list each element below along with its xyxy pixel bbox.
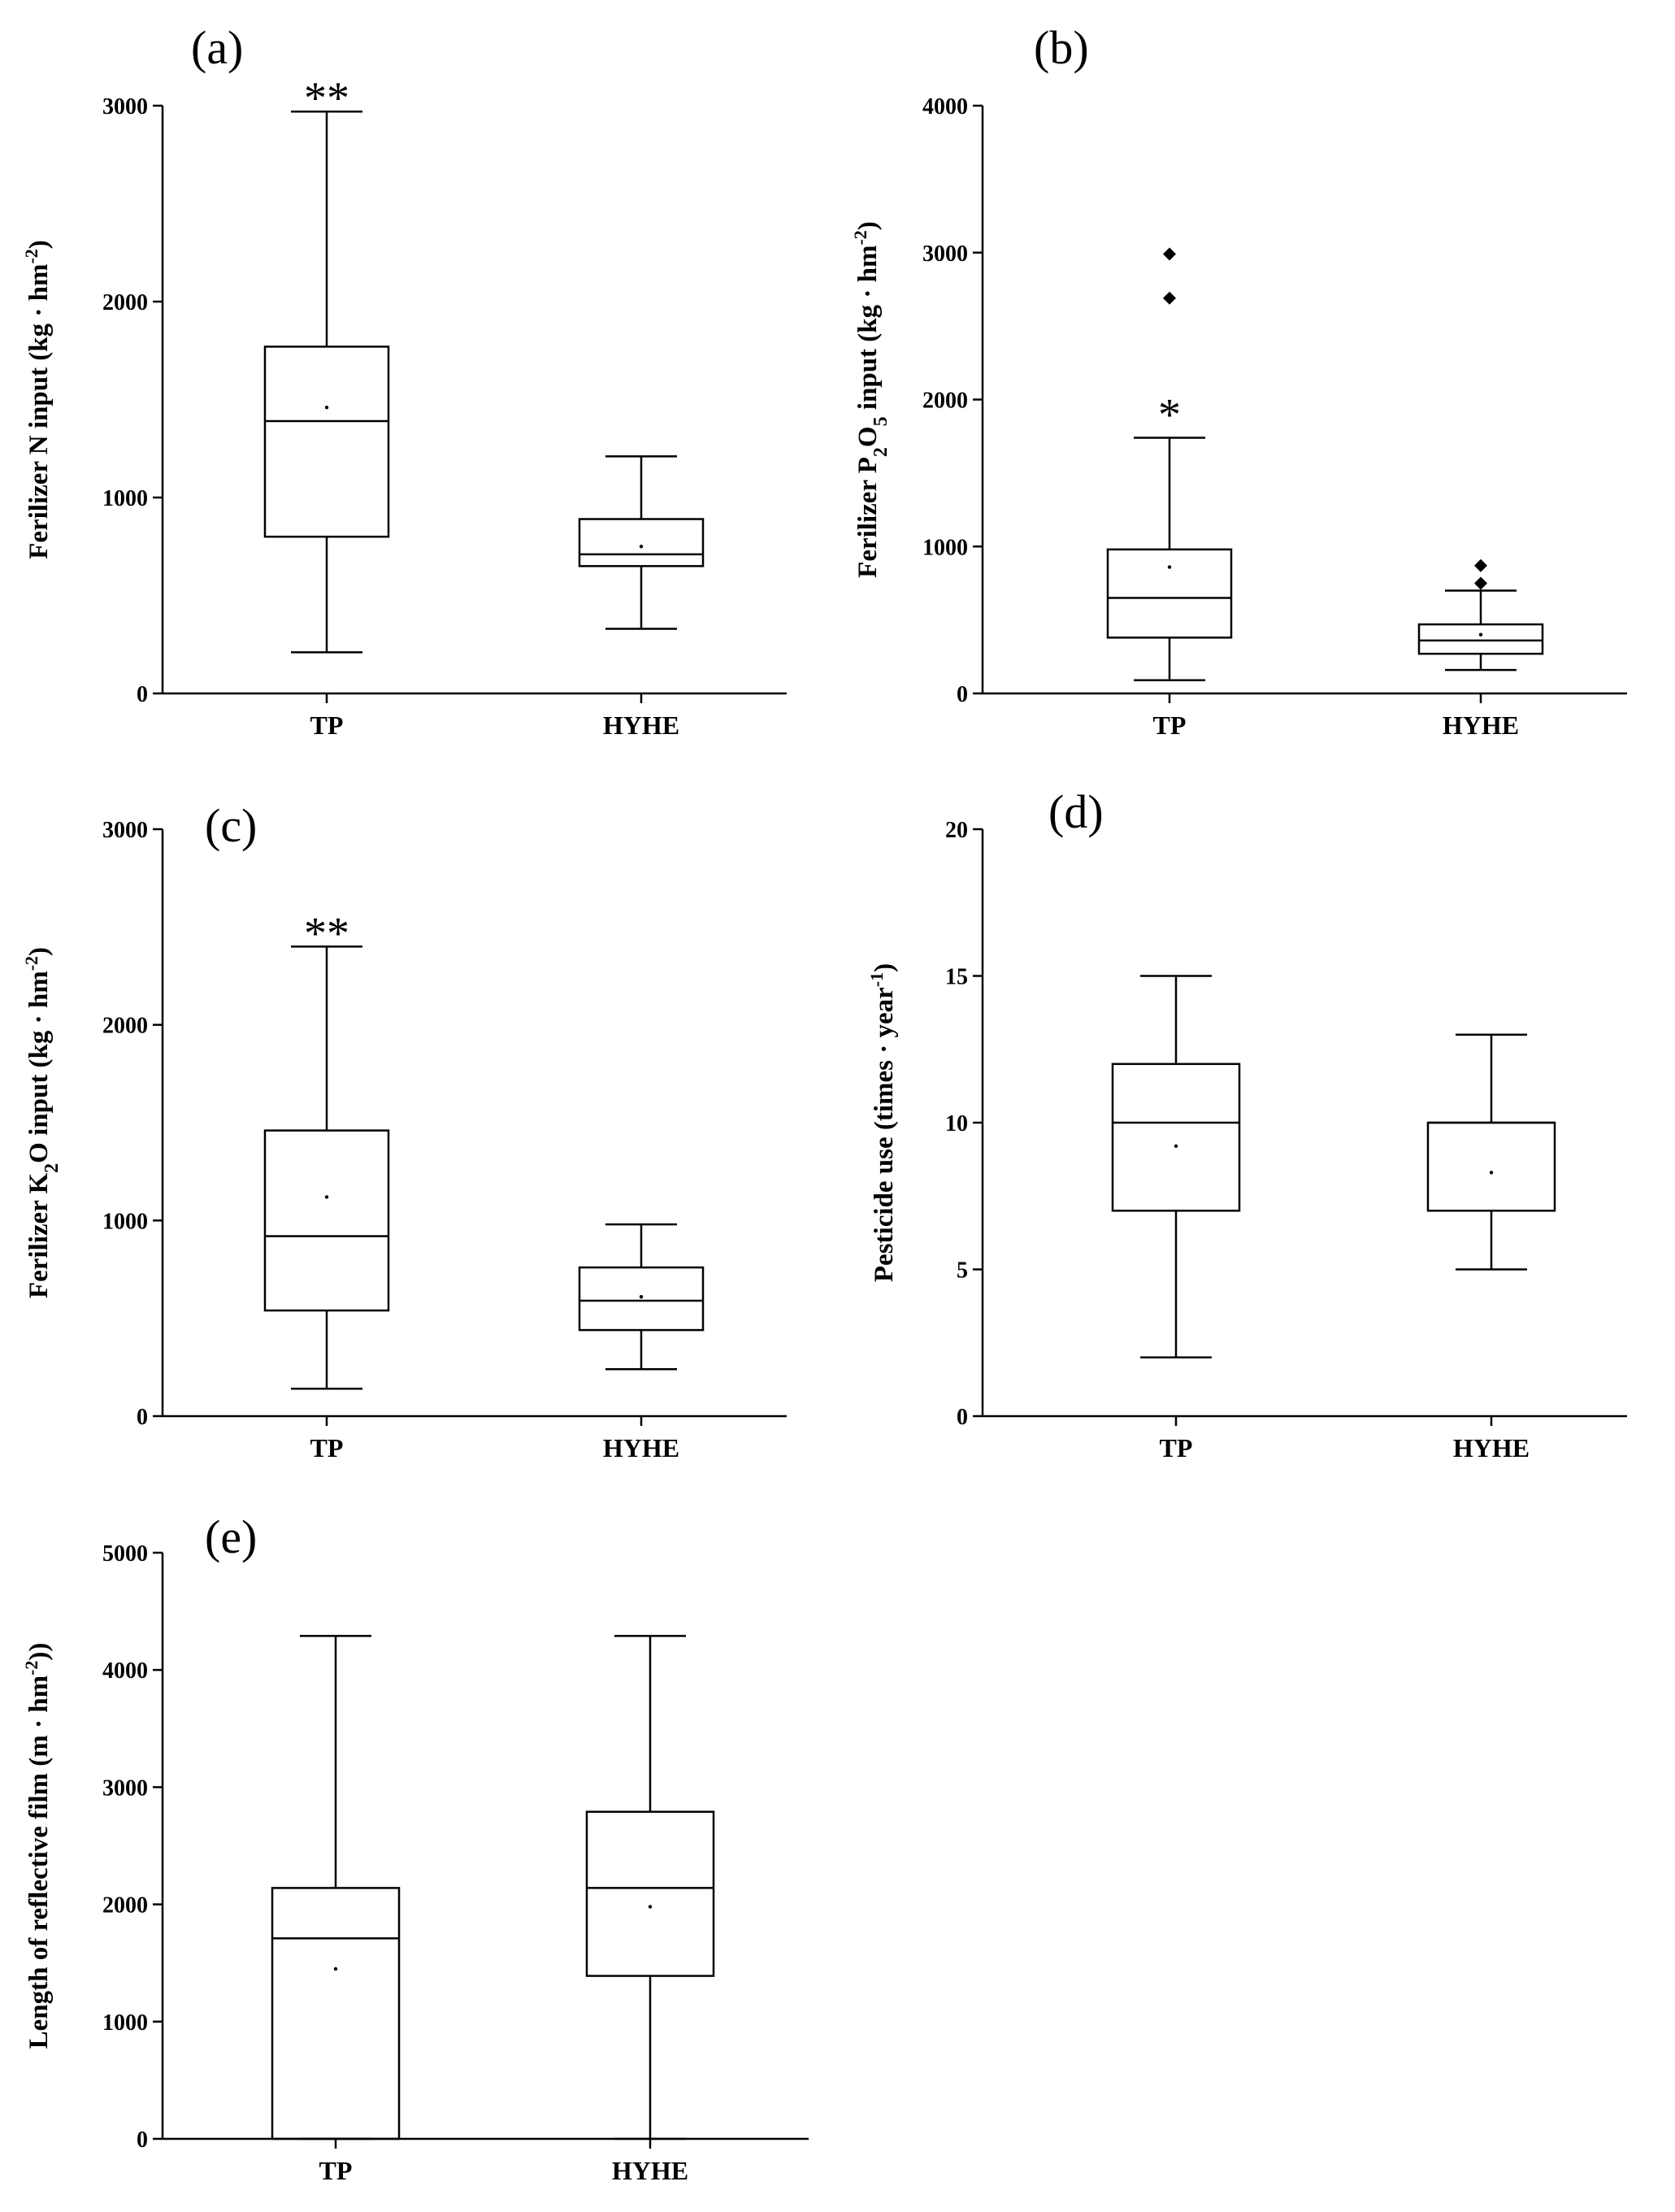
y-axis-label: Ferilizer K2O input (kg · hm-2) — [21, 947, 63, 1298]
y-tick-label: 1000 — [102, 1209, 148, 1234]
chart-panel-a: 0 1000 2000 3000 TP HYHE (a) Ferilizer N input … — [21, 21, 787, 740]
iqr-box — [585, 1810, 715, 1977]
mean-marker — [1478, 632, 1483, 637]
y-tick-label: 0 — [957, 682, 968, 707]
iqr-box — [1417, 623, 1544, 655]
iqr-box — [1426, 1121, 1556, 1212]
outlier-point — [1474, 576, 1487, 590]
mean-marker — [1167, 565, 1172, 569]
box-hyhe — [1426, 1033, 1556, 1271]
mean-marker — [324, 1195, 329, 1199]
y-tick-label: 3000 — [102, 1775, 148, 1801]
box-hyhe — [578, 1223, 705, 1371]
box-tp — [1111, 975, 1241, 1359]
mean-marker — [1174, 1144, 1178, 1149]
box-hyhe — [1417, 558, 1544, 671]
x-tick-label: HYHE — [603, 711, 679, 740]
x-tick-label: TP — [319, 2156, 353, 2185]
y-tick-label: 5 — [957, 1258, 968, 1284]
iqr-box — [578, 1266, 705, 1332]
iqr-box — [578, 518, 705, 567]
y-tick-label: 2000 — [922, 389, 968, 414]
y-tick-label: 1000 — [102, 486, 148, 511]
outlier-point — [1163, 247, 1176, 261]
box-hyhe — [578, 455, 705, 630]
y-tick-label: 15 — [945, 965, 968, 990]
x-tick-label: TP — [310, 1433, 344, 1462]
y-tick-label: 3000 — [102, 94, 148, 120]
mean-marker — [639, 1294, 644, 1299]
x-tick-label: TP — [1160, 1433, 1193, 1462]
y-tick-label: 0 — [137, 2127, 148, 2153]
panel-title: (b) — [1034, 21, 1089, 74]
panel-title: (d) — [1048, 785, 1104, 838]
y-axis-label: Ferilizer N input (kg · hm-2) — [21, 240, 54, 559]
y-tick-label: 20 — [945, 818, 968, 843]
y-tick-label: 2000 — [102, 1014, 148, 1039]
panel-title: (e) — [205, 1510, 257, 1563]
mean-marker — [324, 405, 329, 410]
x-tick-label: TP — [310, 711, 344, 740]
x-tick-label: TP — [1153, 711, 1187, 740]
significance-annotation: ** — [304, 73, 349, 124]
y-tick-label: 4000 — [102, 1658, 148, 1684]
y-tick-label: 2000 — [102, 290, 148, 315]
significance-annotation: * — [1158, 389, 1181, 440]
mean-marker — [1489, 1171, 1494, 1175]
y-tick-label: 1000 — [102, 2010, 148, 2036]
y-tick-label: 0 — [137, 682, 148, 707]
y-tick-label: 1000 — [922, 535, 968, 560]
outlier-point — [1474, 558, 1487, 572]
y-axis-label: Pesticide use (times · year-1) — [866, 963, 900, 1282]
panel-title: (c) — [205, 799, 257, 852]
chart-panel-b: 0 1000 2000 3000 4000 TP HYHE (b) Ferilizer P2O5… — [850, 21, 1627, 740]
y-tick-label: 5000 — [102, 1541, 148, 1567]
iqr-box — [1111, 1063, 1241, 1212]
y-tick-label: 0 — [957, 1405, 968, 1430]
box-tp — [271, 1635, 401, 2140]
y-axis-label: Length of reflective film (m · hm-2)) — [21, 1643, 54, 2049]
y-tick-label: 3000 — [102, 818, 148, 843]
chart-panel-d: 0 5 10 15 20 TP HYHE (d) Pesticide use (times · … — [866, 785, 1627, 1462]
iqr-box — [271, 1887, 401, 2140]
box-tp: * — [1106, 247, 1233, 681]
x-tick-label: HYHE — [1453, 1433, 1530, 1462]
x-tick-label: HYHE — [603, 1433, 679, 1462]
chart-panel-e: 0 1000 2000 3000 4000 5000 TP HYHE (e) Length of … — [21, 1510, 809, 2185]
mean-marker — [648, 1905, 653, 1909]
iqr-box — [263, 345, 390, 538]
box-tp: ** — [263, 73, 390, 654]
chart-panel-c: 0 1000 2000 3000 TP HYHE (c) Ferilizer K2O inpu… — [21, 799, 787, 1462]
y-tick-label: 2000 — [102, 1893, 148, 1919]
iqr-box — [1106, 548, 1233, 639]
box-tp: ** — [263, 908, 390, 1390]
y-tick-label: 10 — [945, 1111, 968, 1136]
significance-annotation: ** — [304, 908, 349, 958]
iqr-box — [263, 1129, 390, 1312]
box-hyhe — [585, 1635, 715, 2140]
y-axis-label: Ferilizer P2O5 input (kg · hm-2) — [850, 221, 892, 578]
x-tick-label: HYHE — [612, 2156, 688, 2185]
y-tick-label: 0 — [137, 1405, 148, 1430]
mean-marker — [333, 1966, 338, 1971]
panel-title: (a) — [191, 21, 243, 74]
outlier-point — [1163, 291, 1176, 305]
mean-marker — [639, 545, 644, 549]
y-tick-label: 4000 — [922, 94, 968, 120]
x-tick-label: HYHE — [1443, 711, 1519, 740]
y-tick-label: 3000 — [922, 241, 968, 267]
